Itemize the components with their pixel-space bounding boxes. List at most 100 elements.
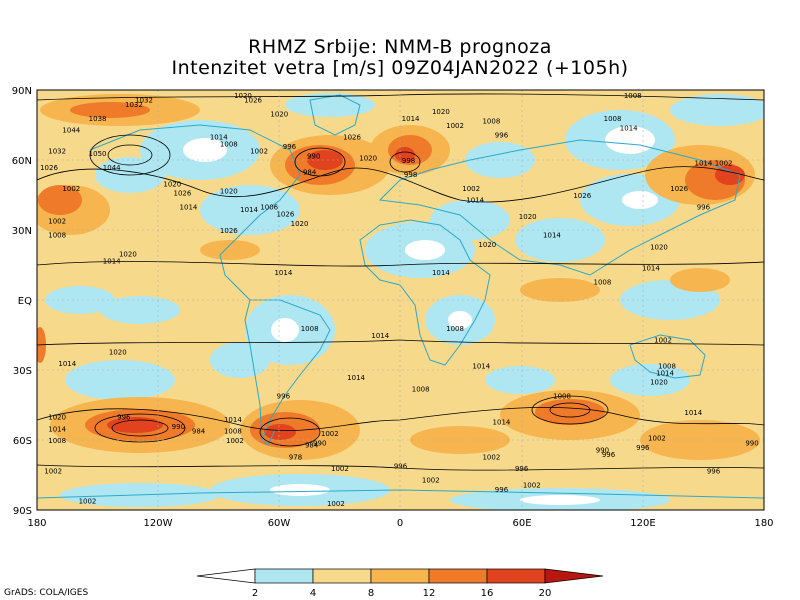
isobar-label: 998 <box>402 157 415 165</box>
isobar-label: 1014 <box>224 416 242 424</box>
isobar-label: 990 <box>745 439 758 447</box>
isobar-label: 996 <box>602 451 616 459</box>
isobar-label: 1008 <box>446 325 464 333</box>
isobar-label: 1002 <box>48 218 66 226</box>
isobar-label: 1020 <box>48 414 66 422</box>
isobar-label: 1026 <box>276 211 294 219</box>
isobar-label: 996 <box>697 204 711 212</box>
isobar-label: 1014 <box>274 269 292 277</box>
isobar-label: 1020 <box>163 180 181 188</box>
isobar-label: 1008 <box>301 325 319 333</box>
software-credit: GrADS: COLA/IGES <box>4 588 89 598</box>
legend-tick-4: 4 <box>310 588 316 599</box>
isobar-label: 1026 <box>573 192 591 200</box>
legend-swatch-8-12 <box>370 568 430 584</box>
isobar-label: 1008 <box>482 117 500 125</box>
legend-tick-2: 2 <box>252 588 258 599</box>
isobar-label: 1020 <box>220 187 238 195</box>
isobar-label: 1002 <box>462 185 480 193</box>
isobar-label: 998 <box>404 171 417 179</box>
isobar-label: 1002 <box>422 477 440 485</box>
isobar-label: 1008 <box>658 362 676 370</box>
isobar-label: 1026 <box>343 134 361 142</box>
lon-label-60w: 60W <box>268 518 291 529</box>
legend-swatch-above <box>544 568 604 584</box>
isobar-label: 1002 <box>482 453 500 461</box>
isobar-label: 1020 <box>519 213 537 221</box>
isobar-label: 1008 <box>48 232 66 240</box>
isobar-label: 1008 <box>624 92 642 100</box>
lat-label-60s: 60S <box>13 436 32 447</box>
isobar-label: 1014 <box>180 204 198 212</box>
isobar-label: 1038 <box>89 115 107 123</box>
isobar-label: 1020 <box>109 348 127 356</box>
isobar-label: 1002 <box>446 122 464 130</box>
lat-label-30s: 30S <box>13 366 32 377</box>
isobar-label: 1014 <box>656 369 674 377</box>
lon-label-120e: 120E <box>630 518 655 529</box>
isobar-label: 1002 <box>648 435 666 443</box>
legend-swatch-2-4 <box>254 568 314 584</box>
isobar-label: 1020 <box>478 241 496 249</box>
lat-label-60n: 60N <box>12 156 32 167</box>
isobar-label: 1008 <box>48 437 66 445</box>
isobar-label: 978 <box>289 453 302 461</box>
color-legend: 2 4 8 12 16 20 <box>196 568 604 599</box>
isobar-label: 1008 <box>224 428 242 436</box>
isobar-label: 1014 <box>371 332 389 340</box>
isobar-label: 1050 <box>89 150 107 158</box>
lon-label-60e: 60E <box>512 518 531 529</box>
isobar-label: 1008 <box>604 115 622 123</box>
isobar-label: 1014 <box>620 124 638 132</box>
legend-tick-12: 12 <box>423 588 436 599</box>
isobar-label: 1014 <box>642 264 660 272</box>
lon-label-120w: 120W <box>144 518 173 529</box>
isobar-label: 1002 <box>331 465 349 473</box>
legend-tick-8: 8 <box>368 588 374 599</box>
isobar-label: 1014 <box>493 418 511 426</box>
legend-tick-20: 20 <box>539 588 552 599</box>
lon-label-180e: 180 <box>754 518 773 529</box>
isobar-label: 1008 <box>220 141 238 149</box>
isobar-label: 1032 <box>125 101 143 109</box>
lat-label-90s: 90S <box>13 506 32 517</box>
lat-label-eq: EQ <box>18 296 32 307</box>
map-frame <box>36 89 765 511</box>
isobar-label: 1008 <box>594 278 612 286</box>
isobar-label: 1014 <box>58 360 76 368</box>
isobar-label: 1032 <box>135 96 153 104</box>
legend-swatch-below <box>196 568 256 584</box>
isobar-label: 996 <box>277 393 291 401</box>
isobar-label: 1026 <box>220 227 238 235</box>
longitude-axis: 180 120W 60W 0 60E 120E 180 <box>27 518 773 529</box>
isobar-label: 1002 <box>250 148 268 156</box>
isobar-label: 984 <box>303 169 317 177</box>
isobar-label: 990 <box>313 439 326 447</box>
isobar-label: 1014 <box>48 425 66 433</box>
isobar-label: 1020 <box>650 379 668 387</box>
isobar-label: 1014 <box>402 115 420 123</box>
isobar-label: 1020 <box>234 92 252 100</box>
wind-band-2-4 <box>45 93 764 510</box>
isobar-label: 996 <box>117 414 131 422</box>
isobar-label: 990 <box>172 423 185 431</box>
isobar-label: 1006 <box>260 204 278 212</box>
isobar-label: 1002 <box>226 437 244 445</box>
isobar-label: 1008 <box>553 393 571 401</box>
isobar-label: 1002 <box>321 430 339 438</box>
isobar-label: 996 <box>495 131 509 139</box>
wind-band-below-2 <box>183 126 658 505</box>
isobar-label: 996 <box>495 486 509 494</box>
isobar-label: 1002 <box>79 498 97 506</box>
isobar-label: 1020 <box>270 110 288 118</box>
isobar-label: 1020 <box>359 155 377 163</box>
isobar-label: 1014 <box>432 269 450 277</box>
isobar-label: 1014 <box>695 159 713 167</box>
isobar-label: 996 <box>515 465 529 473</box>
isobar-label: 1026 <box>40 164 58 172</box>
isobar-label: 1020 <box>650 243 668 251</box>
isobar-label: 996 <box>636 444 650 452</box>
wind-band-16-20 <box>107 147 745 440</box>
